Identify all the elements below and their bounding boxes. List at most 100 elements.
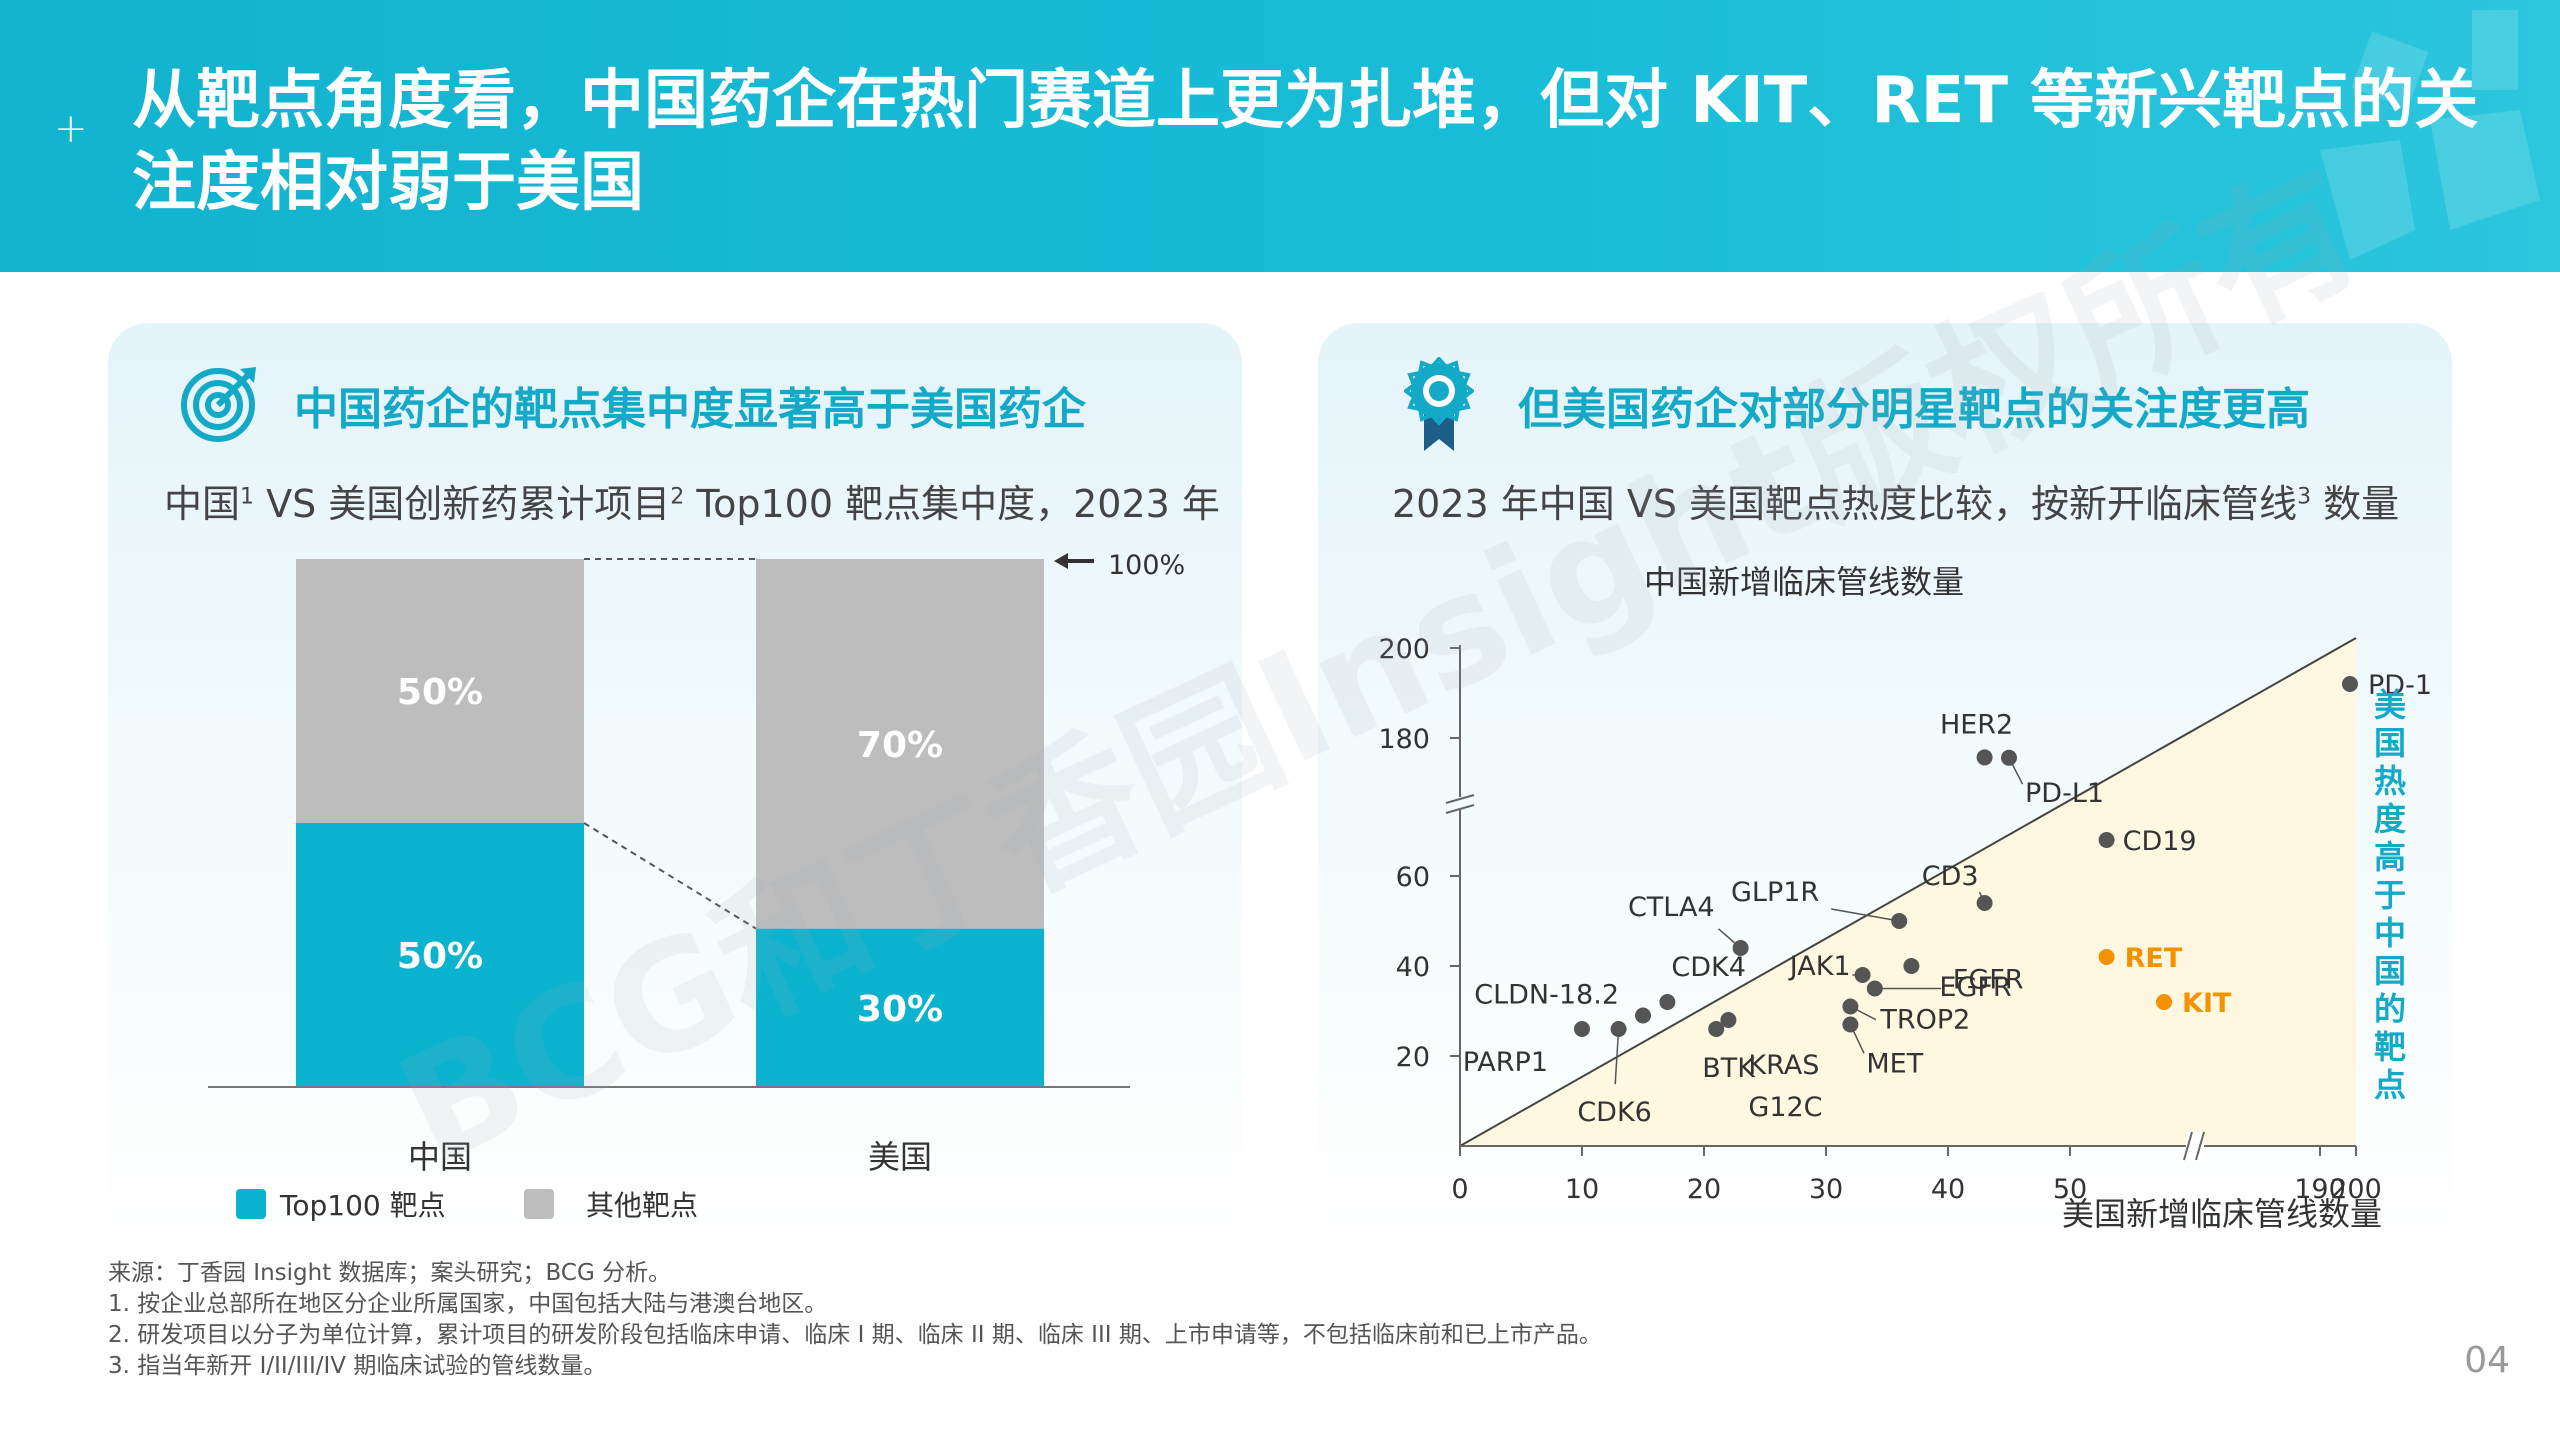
y-tick-label: 60 (1396, 862, 1430, 893)
point-ctla4 (1732, 940, 1749, 956)
y-tick-label: 40 (1396, 952, 1430, 983)
point-leader-line (1614, 1028, 1620, 1085)
point-ret (2098, 949, 2115, 965)
target-icon (181, 367, 256, 442)
plus-icon: + (54, 106, 88, 152)
point-label: MET (1866, 1049, 1923, 1080)
point-egfr (1903, 958, 1920, 974)
note-source: 来源：丁香园 Insight 数据库；案头研究；BCG 分析。 (108, 1260, 672, 1286)
y-tick-label: 200 (1378, 634, 1430, 665)
bar-value-label: 50% (397, 672, 483, 713)
region-label-char: 国 (2374, 952, 2406, 990)
point-kras-g12c (1720, 1012, 1737, 1028)
annotation-100: 100% (1054, 550, 1185, 581)
legend-swatch-top100 (236, 1189, 266, 1219)
point-label: CD3 (1922, 861, 1979, 892)
region-label-char: 热 (2374, 762, 2406, 800)
point-jak1 (1854, 967, 1871, 983)
point-label: PD-1 (2368, 670, 2432, 701)
x-break-mark (2195, 1131, 2205, 1161)
left-card-subtitle: 中国1 VS 美国创新药累计项目2 Top100 靶点集中度，2023 年 (164, 482, 1220, 526)
point-met (1842, 1016, 1859, 1033)
decor-pattern (2320, 10, 2540, 260)
legend-label-top100: Top100 靶点 (279, 1189, 446, 1222)
bar-top100-0 (296, 823, 584, 1087)
page-number: 04 (2464, 1340, 2510, 1381)
point-fgfr (1866, 980, 1883, 997)
note-2: 2. 研发项目以分子为单位计算，累计项目的研发阶段包括临床申请、临床 I 期、临… (108, 1322, 1602, 1348)
bar-legend: Top100 靶点 其他靶点 (236, 1189, 698, 1222)
point-cldn-18-2 (1635, 1007, 1651, 1024)
bar-value-label: 50% (397, 936, 483, 977)
region-label-char: 靶 (2374, 1028, 2406, 1066)
point-label: KRAS G12C (1748, 1050, 1822, 1123)
point-pd-1 (2342, 676, 2358, 692)
note-1: 1. 按企业总部所在地区分企业所属国家，中国包括大陆与港澳台地区。 (108, 1291, 828, 1317)
point-label: KIT (2182, 988, 2232, 1019)
point-glp1r (1891, 913, 1908, 929)
point-label: CLDN-18.2 (1474, 980, 1619, 1011)
page-title: 从靶点角度看，中国药企在热门赛道上更为扎堆，但对 KIT、RET 等新兴靶点的关… (132, 64, 2479, 220)
point-cdk6 (1610, 1021, 1627, 1037)
point-label: CDK4 (1671, 952, 1746, 983)
point-cd19 (2098, 832, 2115, 848)
left-card: 中国药企的靶点集中度显著高于美国药企 中国1 VS 美国创新药累计项目2 Top… (108, 323, 1242, 1243)
point-label: PD-L1 (2025, 778, 2104, 809)
region-label-char: 于 (2374, 876, 2406, 914)
region-label-char: 度 (2374, 800, 2406, 838)
point-kit (2156, 994, 2173, 1010)
legend-swatch-other (524, 1189, 554, 1219)
x-tick-label: 200 (2330, 1174, 2382, 1205)
point-label: FGFR (1953, 965, 2024, 996)
bar-value-label: 30% (857, 989, 943, 1030)
bar-other-0 (296, 559, 584, 823)
point-label: JAK1 (1788, 951, 1851, 982)
point-label: HER2 (1940, 709, 2013, 740)
point-label: EGFR (1939, 972, 2011, 1003)
point-label: CD19 (2123, 826, 2197, 857)
x-tick-label: 190 (2294, 1174, 2346, 1205)
y-tick-label: 180 (1378, 724, 1430, 755)
x-axis-label: 美国新增临床管线数量 (2062, 1195, 2382, 1233)
category-label: 中国 (408, 1138, 472, 1176)
point-trop2 (1842, 998, 1859, 1015)
region-label-char: 美 (2374, 686, 2406, 724)
right-card-title: 但美国药企对部分明星靶点的关注度更高 (1518, 384, 2310, 435)
point-leader-line (1831, 908, 1900, 922)
x-tick-label: 40 (1931, 1174, 1965, 1205)
point-her2 (1976, 749, 1993, 766)
point-label: PARP1 (1463, 1047, 1548, 1078)
legend-label-other: 其他靶点 (586, 1189, 698, 1222)
x-break-mark (2183, 1131, 2193, 1161)
region-label-char: 国 (2374, 724, 2406, 762)
point-btk (1708, 1021, 1725, 1037)
note-3: 3. 指当年新开 I/II/III/IV 期临床试验的管线数量。 (108, 1353, 607, 1379)
region-label-char: 高 (2374, 838, 2406, 876)
diagonal-line (1459, 637, 2357, 1147)
bar-connector (583, 822, 757, 930)
x-tick-label: 10 (1565, 1174, 1599, 1205)
y-break-mark (1445, 804, 1475, 814)
category-label: 美国 (868, 1138, 932, 1176)
x-tick-label: 50 (2053, 1174, 2087, 1205)
right-card: 但美国药企对部分明星靶点的关注度更高 2023 年中国 VS 美国靶点热度比较，… (1318, 323, 2452, 1243)
bar-top100-1 (756, 928, 1044, 1087)
stacked-bar-chart: 50% 50% 中国 30% 70% 美国 100% Top100 靶点 其他靶点 (208, 550, 1185, 1222)
point-label: BTK (1702, 1053, 1756, 1084)
right-card-subtitle: 2023 年中国 VS 美国靶点热度比较，按新开临床管线3 数量 (1392, 482, 2400, 526)
bar-other-1 (756, 559, 1044, 929)
y-break-mark (1445, 794, 1475, 804)
x-tick-label: 30 (1809, 1174, 1843, 1205)
point-label: GLP1R (1731, 877, 1819, 908)
point-cd3 (1976, 895, 1993, 911)
y-tick-label: 20 (1396, 1042, 1430, 1073)
point-parp1 (1574, 1021, 1590, 1037)
region-label-char: 点 (2374, 1066, 2406, 1104)
point-label: TROP2 (1879, 1005, 1970, 1036)
footnotes: 来源：丁香园 Insight 数据库；案头研究；BCG 分析。 1. 按企业总部… (108, 1258, 1602, 1382)
region-label-char: 的 (2374, 990, 2406, 1028)
point-label: CDK6 (1577, 1097, 1652, 1128)
region-label-char: 中 (2374, 914, 2406, 952)
